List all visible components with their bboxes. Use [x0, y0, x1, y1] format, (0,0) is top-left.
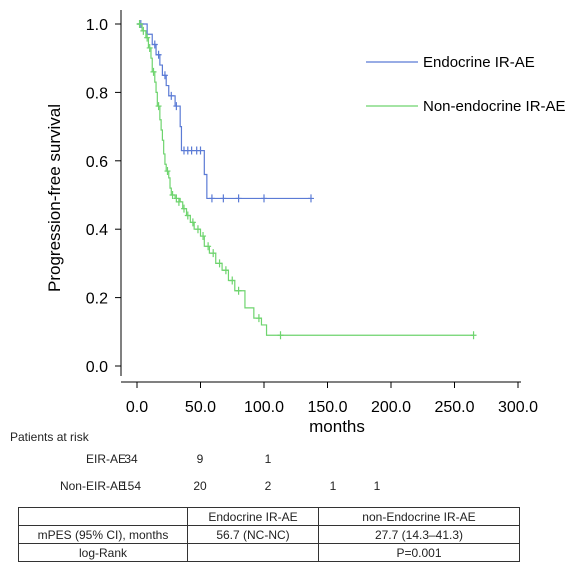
- censor-mark: [168, 91, 175, 100]
- summary-header-cell: non-Endocrine IR-AE: [318, 507, 520, 526]
- legend: Endocrine IR-AE Non-endocrine IR-AE: [366, 54, 566, 115]
- km-plot: 0.0 0.2 0.4 0.6 0.8 1.0 0.0 50.0 100.0 150.0 200.0…: [45, 10, 566, 436]
- summary-header-cell: [18, 507, 188, 526]
- censor-mark: [235, 194, 242, 203]
- censor-mark: [155, 102, 162, 111]
- y-tick-label: 0.0: [86, 359, 108, 376]
- x-tick-label: 150.0: [307, 399, 347, 416]
- x-tick-label: 250.0: [434, 399, 474, 416]
- censor-mark: [261, 194, 267, 203]
- series-line-0: [137, 23, 311, 200]
- censor-mark: [136, 20, 143, 28]
- summary-cell: log-Rank: [18, 543, 188, 562]
- summary-row-mpes: mPES (95% CI), months 56.7 (NC-NC) 27.7 …: [18, 525, 520, 544]
- censor-mark: [216, 259, 223, 268]
- y-tick-label: 0.2: [86, 291, 108, 308]
- censor-mark: [151, 40, 158, 49]
- summary-header-cell: Endocrine IR-AE: [187, 507, 319, 526]
- legend-label: Non-endocrine IR-AE: [423, 98, 566, 115]
- x-tick-label: 200.0: [371, 399, 411, 416]
- censor-mark: [140, 26, 147, 35]
- summary-cell: [187, 543, 319, 562]
- censor-mark: [208, 194, 215, 203]
- censor-mark: [194, 225, 201, 234]
- x-tick-label: 50.0: [185, 399, 216, 416]
- risk-row-label: Non-EIR-AE: [59, 479, 126, 493]
- censor-mark: [220, 194, 227, 203]
- censor-mark: [164, 167, 171, 176]
- y-axis-label: Progression-free survival: [45, 104, 64, 292]
- risk-count: 1: [329, 479, 337, 493]
- x-tick-label: 100.0: [244, 399, 284, 416]
- risk-table-title: Patients at risk: [10, 430, 89, 444]
- legend-label: Endocrine IR-AE: [423, 54, 535, 71]
- plot-axes: 0.0 0.2 0.4 0.6 0.8 1.0 0.0 50.0 100.0 150.0 200.0…: [86, 10, 538, 416]
- censor-mark: [229, 276, 236, 285]
- summary-header-row: Endocrine IR-AE non-Endocrine IR-AE: [18, 507, 520, 526]
- censor-mark: [180, 204, 187, 213]
- censor-mark: [144, 33, 151, 42]
- risk-count: 1: [264, 452, 272, 466]
- censor-mark: [255, 314, 262, 323]
- censor-mark: [235, 286, 242, 295]
- x-axis-label: months: [309, 417, 365, 436]
- summary-cell: 56.7 (NC-NC): [187, 525, 319, 544]
- censor-mark: [184, 211, 191, 220]
- summary-table: Endocrine IR-AE non-Endocrine IR-AE mPES…: [18, 507, 520, 562]
- summary-cell: P=0.001: [318, 543, 520, 562]
- survival-curves: [136, 20, 477, 340]
- censor-mark: [188, 146, 195, 155]
- censor-mark: [200, 232, 207, 241]
- censor-mark: [155, 50, 162, 59]
- censor-mark: [150, 67, 157, 76]
- censor-mark: [205, 242, 212, 251]
- censor-mark: [470, 331, 477, 340]
- summary-row-logrank: log-Rank P=0.001: [18, 543, 520, 562]
- censor-mark: [222, 266, 229, 275]
- censor-mark: [277, 331, 284, 340]
- risk-count: 9: [196, 452, 204, 466]
- censor-mark: [161, 71, 168, 80]
- risk-count: 2: [264, 479, 272, 493]
- censor-mark: [210, 249, 217, 258]
- risk-row-label: EIR-AE: [85, 452, 126, 466]
- censor-mark: [169, 191, 176, 199]
- risk-count: 1: [373, 479, 381, 493]
- y-tick-label: 0.4: [86, 222, 108, 239]
- summary-cell: 27.7 (14.3–41.3): [318, 525, 520, 544]
- censor-mark: [146, 43, 153, 52]
- summary-cell: mPES (95% CI), months: [18, 525, 188, 544]
- risk-count: 20: [193, 479, 207, 493]
- censor-mark: [175, 197, 182, 206]
- censor-mark: [197, 146, 204, 155]
- x-tick-label: 300.0: [498, 399, 538, 416]
- y-tick-label: 0.8: [86, 85, 108, 102]
- x-tick-label: 0.0: [126, 399, 148, 416]
- censor-mark: [173, 102, 180, 111]
- censor-mark: [189, 218, 196, 227]
- risk-count: 154: [120, 479, 142, 493]
- risk-count: 34: [124, 452, 138, 466]
- censor-mark: [307, 194, 314, 203]
- y-tick-label: 0.6: [86, 154, 108, 171]
- y-tick-label: 1.0: [86, 17, 108, 34]
